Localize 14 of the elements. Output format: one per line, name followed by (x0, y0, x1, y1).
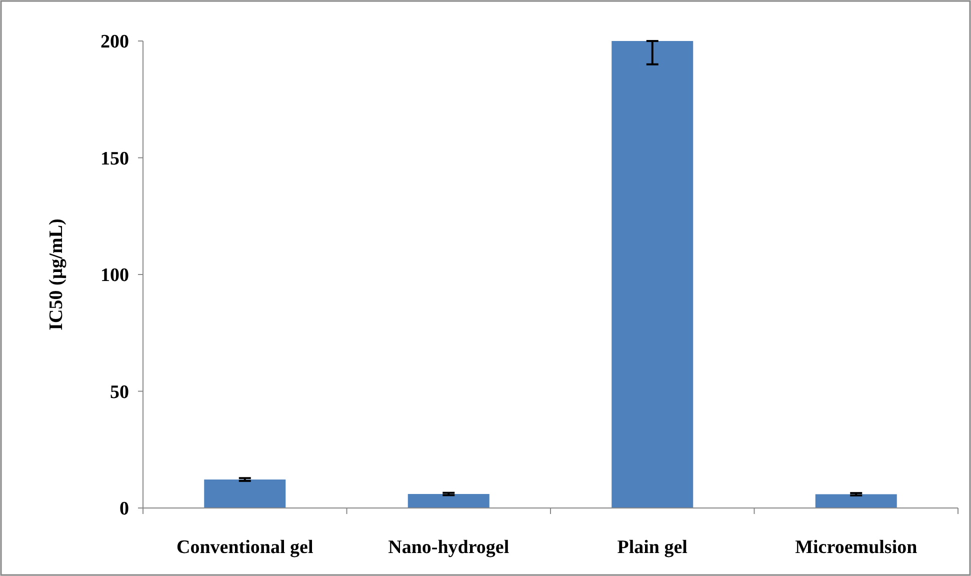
y-tick-label: 150 (100, 148, 129, 170)
bar (612, 41, 694, 508)
x-tick-label: Nano-hydrogel (388, 537, 510, 558)
bar (204, 480, 286, 508)
y-tick-label: 100 (100, 265, 129, 286)
bar (815, 494, 897, 508)
y-tick-label: 50 (110, 382, 129, 403)
y-axis-title: IC50 (µg/mL) (46, 218, 67, 330)
x-tick-label: Plain gel (617, 537, 688, 558)
x-tick-label: Microemulsion (795, 537, 918, 558)
y-tick-label: 200 (100, 32, 129, 53)
x-tick-label: Conventional gel (176, 537, 314, 558)
bar (408, 494, 490, 508)
y-tick-label: 0 (120, 498, 129, 520)
